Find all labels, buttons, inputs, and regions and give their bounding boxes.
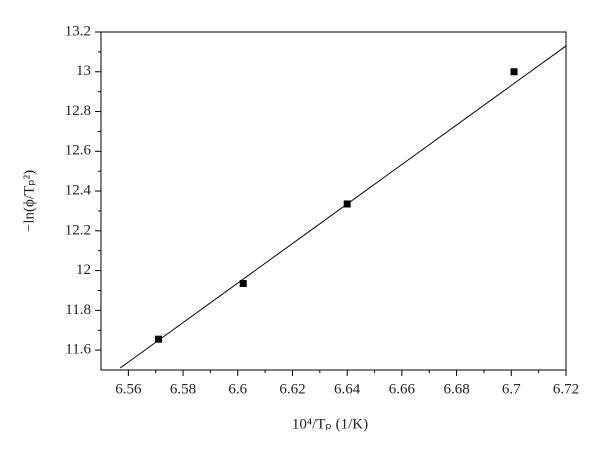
y-axis-label: −ln(ϕ/Tₚ²) [21,170,37,232]
x-tick-label: 6.64 [334,381,361,397]
y-tick-label: 11.8 [65,302,91,318]
x-tick-label: 6.6 [228,381,247,397]
data-point [343,200,351,208]
x-tick-label: 6.56 [115,381,142,397]
y-tick-label: 12.4 [65,182,92,198]
plot-frame [100,31,567,371]
y-tick-label: 12.2 [65,222,91,238]
y-tick-label: 12.8 [65,103,91,119]
x-tick-label: 6.72 [553,381,579,397]
data-point [154,335,162,343]
data-point [239,280,247,288]
x-tick-label: 6.7 [502,381,521,397]
x-tick-label: 6.58 [170,381,196,397]
x-axis-label: 10⁴/Tₚ (1/K) [292,416,368,432]
y-tick-label: 11.6 [65,342,91,358]
y-tick-label: 12.6 [65,143,92,159]
x-tick-label: 6.68 [443,381,469,397]
data-point [510,68,518,76]
x-tick-label: 6.66 [389,381,416,397]
y-tick-label: 12 [76,262,91,278]
y-tick-label: 13 [76,63,91,79]
x-tick-label: 6.62 [279,381,305,397]
fit-line [119,45,567,369]
y-tick-label: 13.2 [65,23,91,39]
